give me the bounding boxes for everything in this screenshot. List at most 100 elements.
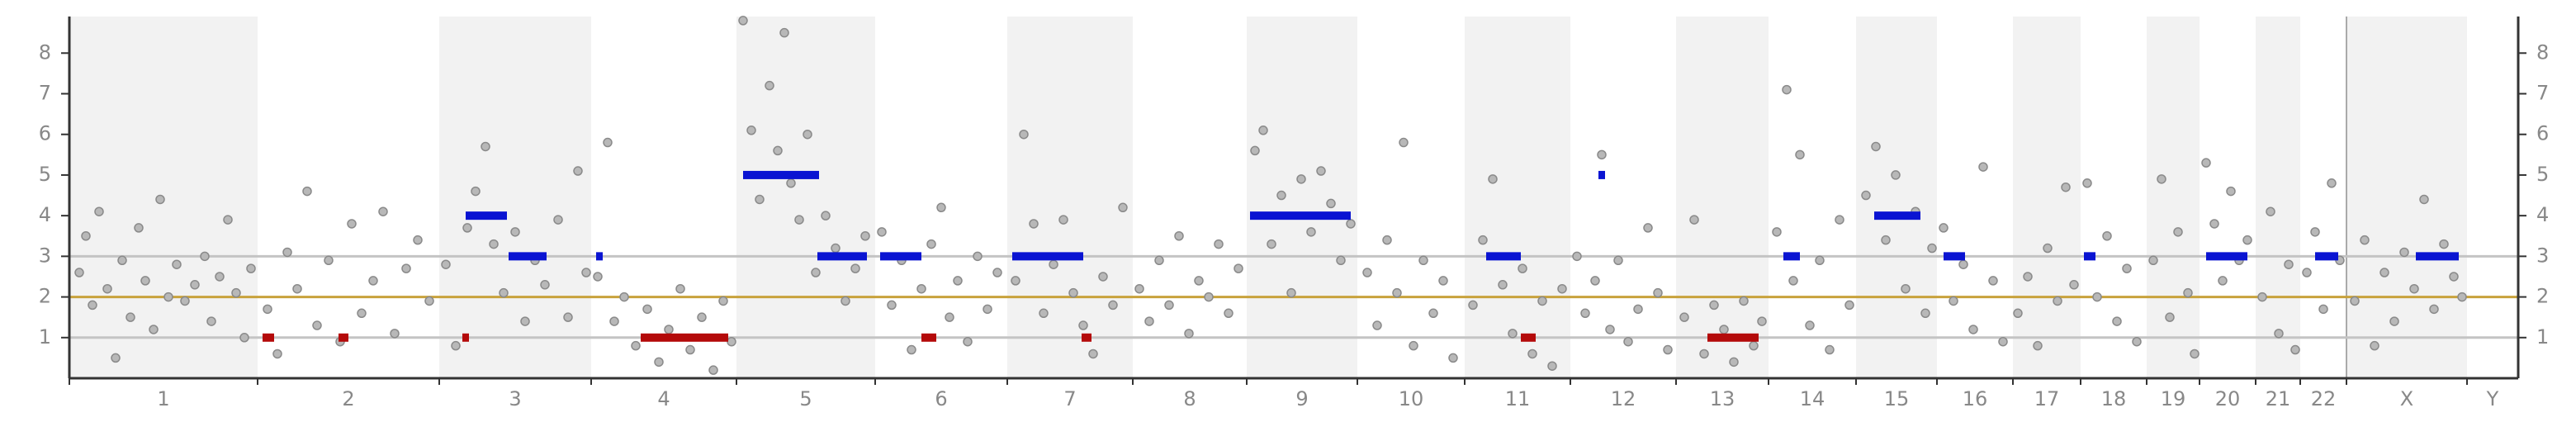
point bbox=[424, 296, 434, 306]
point bbox=[1154, 255, 1164, 266]
point bbox=[1689, 215, 1699, 225]
point bbox=[2449, 272, 2459, 282]
point bbox=[263, 304, 272, 315]
y-tick-label-right: 4 bbox=[2536, 203, 2549, 226]
point bbox=[1118, 202, 1128, 213]
chromosome-band bbox=[439, 17, 591, 378]
point bbox=[1438, 276, 1448, 286]
point bbox=[794, 215, 804, 225]
x-tick-label: 17 bbox=[2034, 387, 2060, 410]
point bbox=[231, 287, 241, 298]
point bbox=[746, 126, 756, 135]
segment bbox=[1874, 211, 1920, 220]
point bbox=[581, 268, 591, 277]
point bbox=[2242, 235, 2252, 245]
point bbox=[2439, 239, 2449, 249]
chromosome-band bbox=[1676, 17, 1769, 378]
point bbox=[877, 227, 887, 237]
point bbox=[102, 283, 112, 294]
point bbox=[2069, 280, 2079, 290]
point bbox=[1679, 312, 1689, 322]
segment bbox=[263, 333, 274, 342]
point bbox=[180, 296, 190, 306]
point bbox=[631, 340, 641, 351]
point bbox=[1580, 308, 1590, 319]
point bbox=[282, 247, 292, 258]
point bbox=[2023, 272, 2033, 282]
point bbox=[1597, 149, 1607, 160]
point bbox=[471, 186, 481, 197]
point bbox=[1174, 231, 1184, 241]
point bbox=[481, 141, 490, 152]
point bbox=[1795, 149, 1805, 160]
point bbox=[390, 329, 400, 339]
point bbox=[2310, 227, 2320, 237]
point bbox=[149, 325, 159, 334]
point bbox=[1958, 259, 1968, 269]
point bbox=[2201, 158, 2211, 168]
point bbox=[1729, 357, 1739, 368]
point bbox=[2327, 178, 2337, 188]
point bbox=[324, 255, 334, 266]
segment bbox=[921, 333, 936, 342]
point bbox=[765, 80, 774, 91]
point bbox=[1448, 353, 1458, 363]
y-tick-label: 7 bbox=[39, 82, 51, 105]
point bbox=[1316, 166, 1326, 176]
point bbox=[1663, 344, 1673, 355]
point bbox=[1998, 336, 2008, 347]
point bbox=[1428, 308, 1438, 319]
y-tick-label-right: 8 bbox=[2536, 40, 2549, 64]
x-tick-label: 10 bbox=[1399, 387, 1424, 410]
point bbox=[1362, 268, 1372, 277]
point bbox=[811, 268, 821, 277]
point bbox=[2318, 304, 2328, 315]
y-tick-label-right: 1 bbox=[2536, 325, 2549, 349]
point bbox=[1782, 84, 1792, 95]
x-tick-label: 21 bbox=[2266, 387, 2291, 410]
point bbox=[718, 296, 728, 306]
point bbox=[223, 215, 233, 225]
point bbox=[1194, 276, 1204, 286]
y-tick-label: 2 bbox=[39, 285, 51, 308]
segment bbox=[1012, 252, 1083, 261]
point bbox=[441, 259, 451, 269]
point bbox=[2112, 316, 2122, 326]
segment bbox=[509, 252, 547, 261]
point bbox=[239, 333, 249, 343]
y-tick-label-right: 7 bbox=[2536, 82, 2549, 105]
point bbox=[1068, 287, 1078, 298]
point bbox=[2257, 292, 2267, 302]
point bbox=[413, 235, 423, 245]
point bbox=[2013, 308, 2023, 319]
x-tick-label: 8 bbox=[1183, 387, 1196, 410]
point bbox=[540, 280, 550, 290]
y-tick-label: 6 bbox=[39, 122, 51, 145]
point bbox=[134, 223, 144, 233]
x-tick-label: 15 bbox=[1884, 387, 1910, 410]
point bbox=[1920, 308, 1930, 319]
point bbox=[2399, 247, 2409, 258]
point bbox=[1164, 300, 1174, 311]
point bbox=[2419, 194, 2429, 205]
point bbox=[654, 357, 664, 368]
point bbox=[1968, 325, 1978, 334]
point bbox=[1547, 361, 1557, 371]
point bbox=[1978, 162, 1988, 172]
y-tick-label-right: 5 bbox=[2536, 163, 2549, 186]
point bbox=[1988, 276, 1998, 286]
point bbox=[2290, 344, 2300, 355]
point bbox=[803, 129, 812, 140]
point bbox=[1029, 219, 1039, 229]
chromosome-band bbox=[1007, 17, 1133, 378]
point bbox=[1643, 223, 1653, 233]
point bbox=[1844, 300, 1854, 311]
point bbox=[190, 280, 200, 290]
point bbox=[2053, 296, 2062, 306]
point bbox=[1058, 215, 1068, 225]
x-tick-label: 22 bbox=[2311, 387, 2337, 410]
point bbox=[302, 186, 312, 197]
point bbox=[603, 137, 613, 148]
point bbox=[1078, 320, 1088, 330]
